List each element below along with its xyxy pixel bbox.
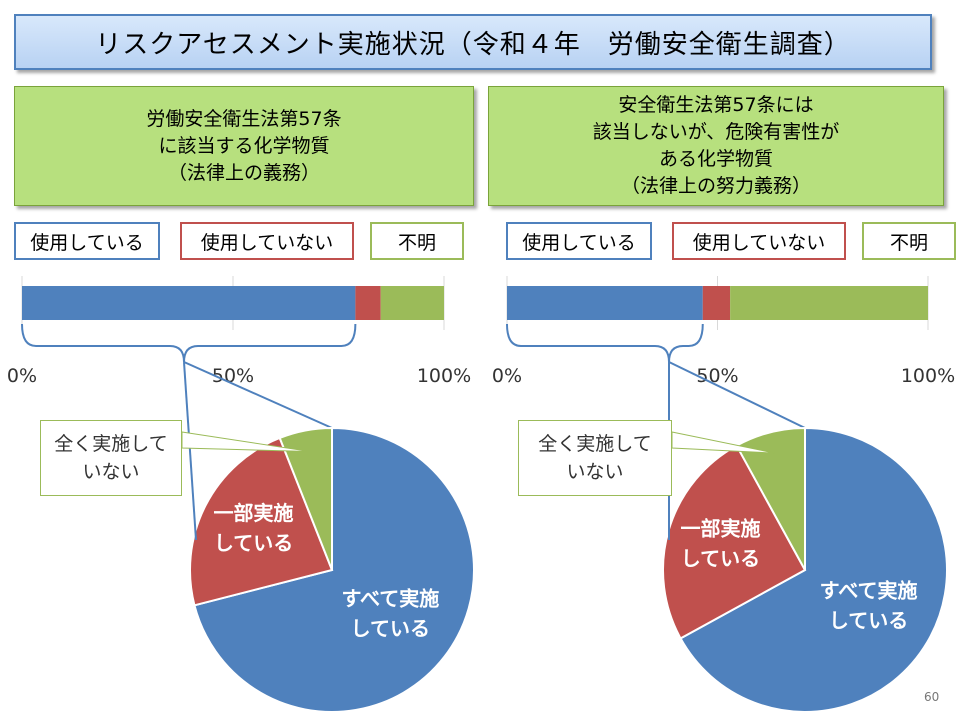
left-category-box: 労働安全衛生法第57条 に該当する化学物質 （法律上の義務） <box>14 86 474 206</box>
right-callout-pointer <box>671 431 776 454</box>
right-used-bracket <box>506 323 704 363</box>
left-bar-segment-used <box>22 286 356 320</box>
right-tick-label: 50% <box>696 365 738 387</box>
right-connector-top <box>668 361 806 429</box>
right-pie-label-partially-implemented: している <box>681 546 760 570</box>
page-number: 60 <box>924 690 940 704</box>
right-pie-label-all-implemented: すべて実施 <box>820 579 918 603</box>
left-pie-label-partially-implemented: 一部実施 <box>214 501 294 525</box>
left-category-line: 労働安全衛生法第57条 <box>146 107 342 130</box>
right-legend-not-used: 使用していない <box>672 222 846 260</box>
right-category-line: 該当しないが、危険有害性が <box>592 121 840 143</box>
right-pie-label-partially-implemented: 一部実施 <box>680 516 760 540</box>
page-title: リスクアセスメント実施状況（令和４年 労働安全衛生調査） <box>14 14 932 70</box>
right-category-line: （法律上の努力義務） <box>620 175 811 197</box>
right-none-label-line: 全く実施して <box>538 433 652 455</box>
left-pie-label-all-implemented: している <box>351 616 430 640</box>
right-tick-label: 0% <box>492 365 522 387</box>
left-connector-top <box>183 361 333 429</box>
left-bar-segment-unknown <box>380 286 444 320</box>
left-connector-bottom <box>183 361 197 541</box>
left-pie-label-all-implemented: すべて実施 <box>341 586 439 610</box>
left-category-line: （法律上の義務） <box>167 161 320 184</box>
right-bar-segment-not-used <box>702 286 731 320</box>
right-none-callout: 全く実施して いない <box>518 420 672 496</box>
left-callout-pointer <box>181 431 310 452</box>
left-pie-slice-all-implemented <box>193 426 475 713</box>
right-legend-used: 使用している <box>506 222 652 260</box>
left-legend-unknown: 不明 <box>370 222 464 260</box>
right-category-box: 安全衛生法第57条には 該当しないが、危険有害性が ある化学物質 （法律上の努力… <box>488 86 944 206</box>
left-tick-label: 100% <box>417 365 471 387</box>
left-legend-not-used: 使用していない <box>180 222 354 260</box>
left-none-label-line: いない <box>82 461 140 483</box>
left-none-callout: 全く実施して いない <box>40 420 182 496</box>
left-category-line: に該当する化学物質 <box>158 134 330 157</box>
right-tick-label: 100% <box>901 365 955 387</box>
right-pie-slice-all-implemented <box>679 426 948 713</box>
right-none-label-line: いない <box>566 461 624 483</box>
left-bar-segment-not-used <box>355 286 381 320</box>
left-pie-slice-not-implemented <box>278 426 333 571</box>
right-legend-unknown: 不明 <box>862 222 956 260</box>
left-tick-label: 50% <box>212 365 254 387</box>
right-pie-label-all-implemented: している <box>829 609 908 633</box>
left-pie-label-partially-implemented: している <box>214 531 293 555</box>
right-category-line: ある化学物質 <box>658 148 773 170</box>
left-used-bracket <box>21 323 357 363</box>
right-bar-segment-used <box>507 286 703 320</box>
right-bar-segment-unknown <box>730 286 928 320</box>
right-category-line: 安全衛生法第57条には <box>618 94 814 116</box>
left-tick-label: 0% <box>7 365 37 387</box>
left-legend-used: 使用している <box>14 222 160 260</box>
left-none-label-line: 全く実施して <box>54 433 168 455</box>
